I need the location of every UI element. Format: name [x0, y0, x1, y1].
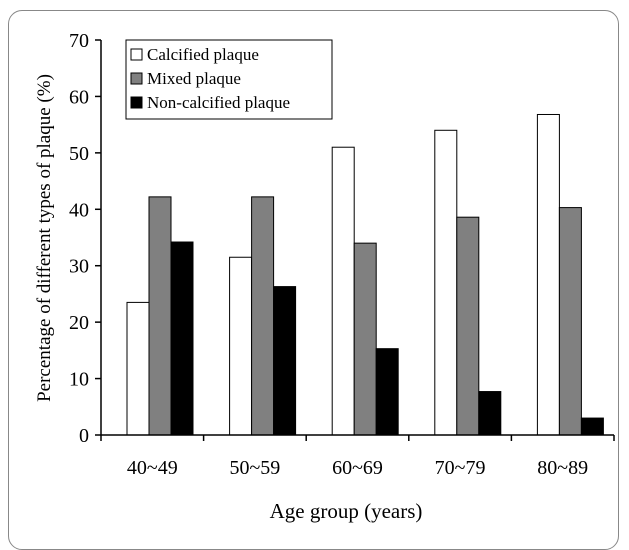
legend-swatch: [130, 72, 143, 85]
bar-calcified-plaque-60~69: [331, 146, 355, 436]
y-tick-label: 50: [69, 143, 89, 165]
y-tick-label: 20: [69, 312, 89, 334]
y-tick-label: 60: [69, 86, 89, 108]
y-tick-label: 70: [69, 30, 89, 52]
bar-non-calcified-plaque-40~49: [170, 241, 194, 436]
x-axis-label: Age group (years): [270, 499, 423, 523]
bar-mixed-plaque-50~59: [251, 196, 275, 436]
bar-mixed-plaque-80~89: [558, 207, 582, 436]
legend-swatch: [130, 96, 143, 109]
y-axis-label: Percentage of different types of plaque …: [34, 74, 55, 402]
y-tick-label: 30: [69, 256, 89, 278]
bar-mixed-plaque-40~49: [148, 196, 172, 436]
y-tick-label: 40: [69, 199, 89, 221]
x-tick-label: 80~89: [537, 457, 588, 479]
bars-group: [126, 113, 604, 436]
legend: Calcified plaque Mixed plaque Non-calcifie…: [125, 39, 333, 120]
x-tick-label: 60~69: [332, 457, 383, 479]
x-tick-label: 70~79: [435, 457, 486, 479]
legend-label: Mixed plaque: [147, 69, 241, 88]
legend-box: [125, 39, 333, 120]
x-tick-label: 40~49: [127, 457, 178, 479]
legend-swatch: [130, 48, 143, 61]
bar-mixed-plaque-70~79: [456, 216, 480, 436]
x-ticks-group: 40~49 50~59 60~69 70~79 80~89: [100, 435, 615, 479]
bar-calcified-plaque-40~49: [126, 301, 150, 436]
bar-chart: 0 10 20 30 40 50 60 70 40~49 50~59 60~69 70~79 80~8…: [34, 30, 615, 523]
legend-label: Non-calcified plaque: [147, 93, 290, 112]
bar-non-calcified-plaque-80~89: [580, 417, 604, 436]
bar-mixed-plaque-60~69: [353, 242, 377, 436]
bar-calcified-plaque-80~89: [536, 113, 560, 436]
bar-calcified-plaque-50~59: [229, 256, 253, 436]
bar-non-calcified-plaque-70~79: [478, 391, 502, 436]
y-tick-label: 10: [69, 369, 89, 391]
y-ticks-group: 0 10 20 30 40 50 60 70: [69, 30, 101, 447]
y-tick-label: 0: [79, 425, 89, 447]
x-tick-label: 50~59: [229, 457, 280, 479]
bar-non-calcified-plaque-50~59: [273, 286, 297, 436]
legend-label: Calcified plaque: [147, 45, 259, 64]
bar-calcified-plaque-70~79: [434, 129, 458, 436]
bar-non-calcified-plaque-60~69: [375, 348, 399, 436]
